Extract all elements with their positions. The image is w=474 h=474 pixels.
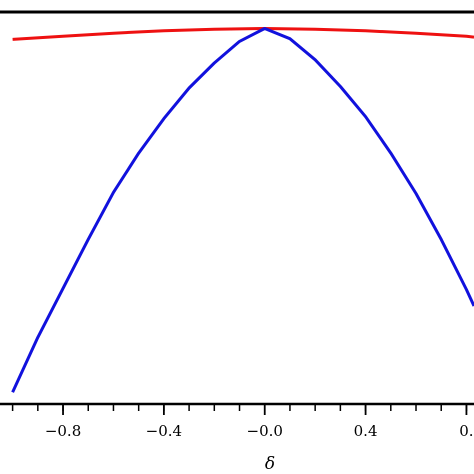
x-tick-label: 0. [459,422,473,440]
x-tick-label: 0.4 [354,422,378,440]
x-tick-label: −0.4 [146,422,182,440]
x-tick-label: −0.8 [45,422,81,440]
x-axis: −0.8 −0.4 −0.0 0.4 0. [0,402,474,440]
series-lines [11,27,474,393]
x-tick-label: −0.0 [247,422,283,440]
x-axis-title: δ [265,454,275,474]
series-line-2 [11,27,474,393]
